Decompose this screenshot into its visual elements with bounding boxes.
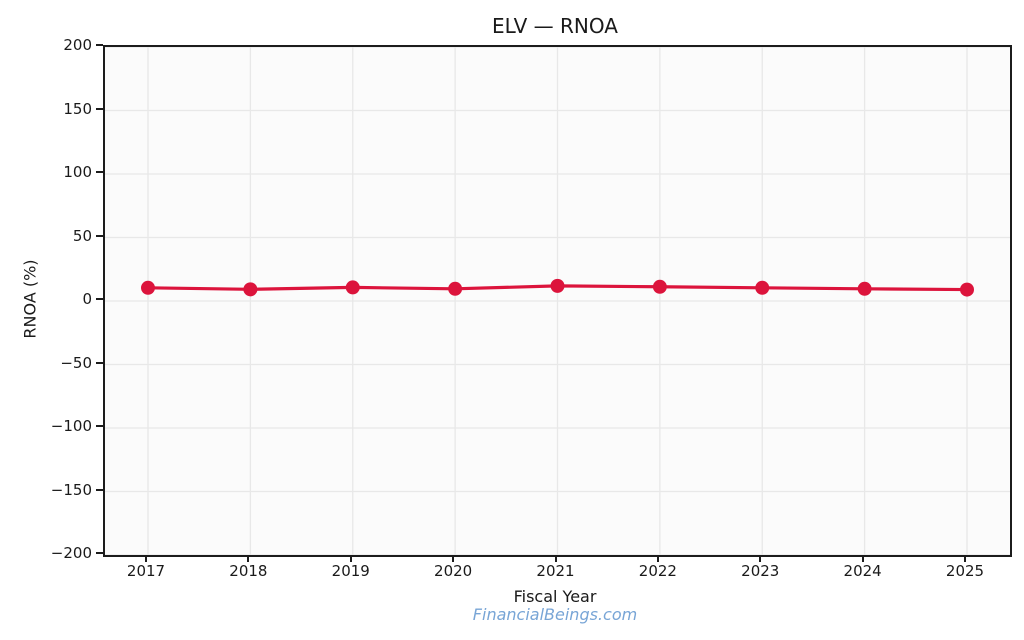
x-tick-label: 2018 [229,562,268,580]
y-tick-label: 100 [63,163,92,181]
x-tick-mark [452,555,455,562]
data-point [448,281,463,296]
x-tick-mark [554,555,557,562]
x-tick-mark [145,555,147,562]
watermark: FinancialBeings.com [472,605,638,624]
x-tick-mark [964,555,966,562]
y-tick-mark [96,234,103,237]
data-point [141,280,155,295]
y-tick-mark [96,171,103,173]
y-tick-mark [96,488,103,491]
y-tick-mark [96,552,103,554]
data-point [243,282,258,297]
y-tick-label: 150 [63,99,92,118]
y-tick-label: 0 [82,290,92,308]
chart-title: ELV — RNOA [492,14,618,38]
x-tick-label: 2017 [126,562,166,580]
y-tick-label: −50 [60,353,92,372]
data-point [960,282,974,297]
x-tick-mark [759,555,762,562]
x-tick-label: 2022 [638,562,677,580]
x-tick-label: 2021 [536,562,575,580]
data-point [345,280,360,295]
y-tick-mark [96,425,103,427]
y-tick-mark [96,361,103,364]
x-tick-mark [861,555,864,562]
y-tick-mark [96,298,103,300]
x-tick-label: 2024 [843,562,882,580]
y-tick-label: 200 [63,36,92,54]
line-chart-svg [105,47,1010,555]
data-point [550,278,565,293]
x-tick-mark [349,555,352,562]
data-point [652,279,667,294]
x-axis-label: Fiscal Year [513,587,597,606]
x-tick-label: 2020 [434,562,473,580]
x-tick-mark [247,555,250,562]
data-point [857,281,872,296]
y-tick-mark [96,44,103,46]
y-tick-label: 50 [72,226,92,245]
x-tick-label: 2023 [741,562,780,580]
x-tick-mark [656,555,659,562]
plot-area [103,45,1012,557]
x-tick-label: 2025 [945,562,985,580]
y-tick-label: −100 [50,417,92,435]
y-tick-mark [96,107,103,110]
data-point [755,280,770,295]
y-tick-label: −200 [50,544,92,562]
y-tick-label: −150 [50,480,92,499]
x-tick-label: 2019 [331,562,370,580]
